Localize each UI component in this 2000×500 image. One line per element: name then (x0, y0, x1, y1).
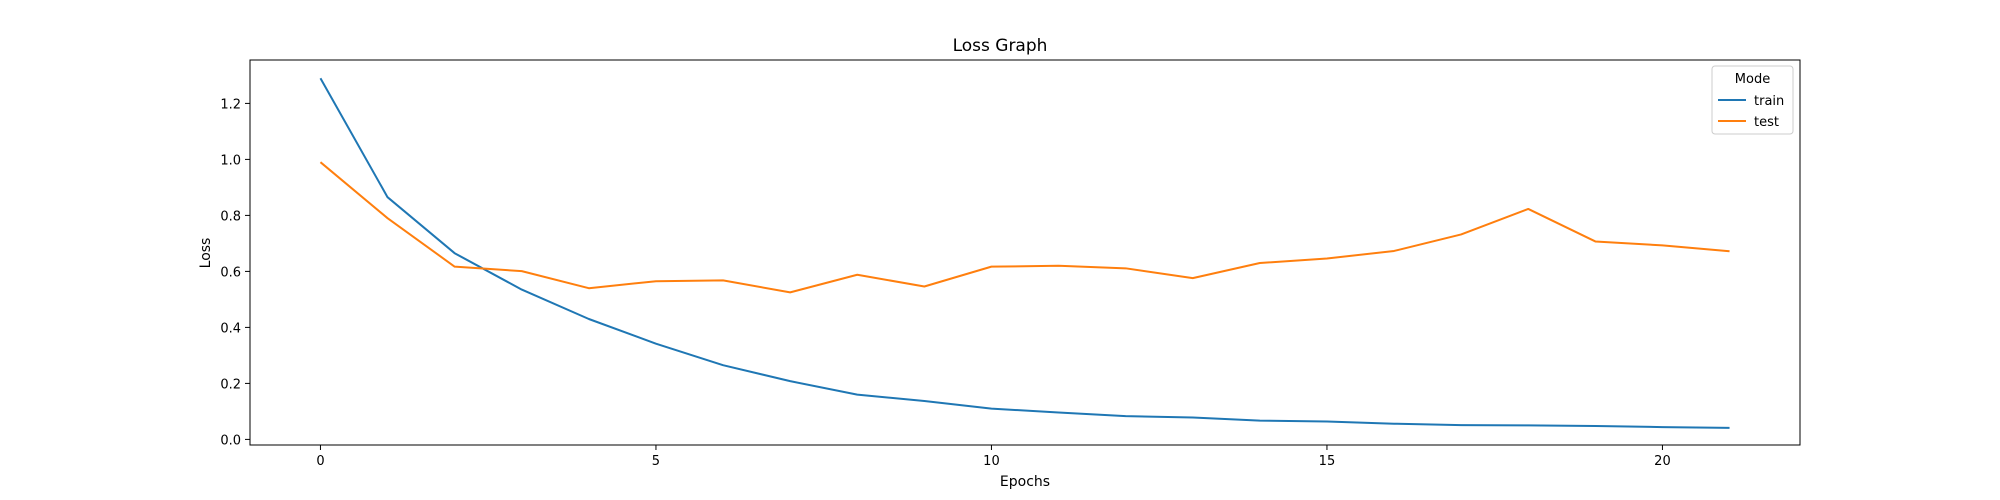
x-tick-label: 15 (1319, 454, 1336, 469)
x-axis-label: Epochs (1000, 474, 1050, 490)
y-tick-label: 1.2 (220, 97, 241, 112)
legend-title: Mode (1735, 72, 1770, 87)
y-tick-label: 0.6 (220, 265, 241, 280)
legend-label-test: test (1754, 115, 1779, 130)
y-tick-label: 0.2 (220, 377, 241, 392)
x-tick-label: 0 (316, 454, 324, 469)
legend: Mode train test (1711, 65, 1794, 135)
series-lines (319, 77, 1730, 429)
y-axis-label: Loss (198, 238, 214, 269)
x-tick-label: 10 (983, 454, 1000, 469)
plot-area (249, 59, 1801, 446)
legend-label-train: train (1754, 94, 1784, 109)
x-tick-label: 5 (652, 454, 660, 469)
y-tick-label: 0.4 (220, 321, 241, 336)
legend-box (1711, 65, 1794, 135)
axes: 0 5 10 15 20 0.0 0.2 0.4 0.6 0.8 1.0 1.2 (220, 97, 1670, 469)
chart-title: Loss Graph (953, 36, 1048, 56)
x-tick-label: 20 (1654, 454, 1671, 469)
y-tick-label: 1.0 (220, 153, 241, 168)
series-line-train (319, 77, 1730, 429)
series-line-test (319, 161, 1730, 294)
y-tick-label: 0.0 (220, 433, 241, 448)
y-tick-label: 0.8 (220, 209, 241, 224)
